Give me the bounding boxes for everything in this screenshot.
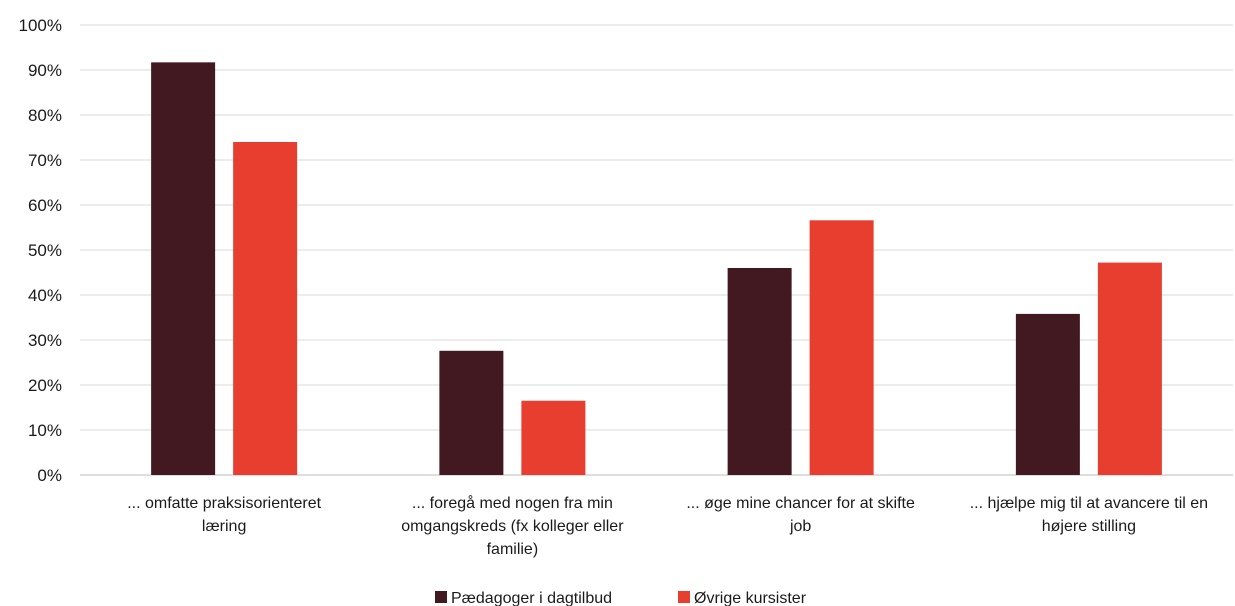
y-tick-label: 40% <box>28 286 62 305</box>
y-tick-label: 10% <box>28 421 62 440</box>
x-category-label: familie) <box>487 541 539 558</box>
x-axis: ... omfatte praksisorienteret læring ... f… <box>127 494 1208 558</box>
bar-ovrige-3 <box>809 220 874 475</box>
x-category-label: ... omfatte praksisorienteret <box>127 495 321 512</box>
y-tick-label: 20% <box>28 376 62 395</box>
bar-ovrige-2 <box>521 400 586 475</box>
x-category-label: ... foregå med nogen fra min <box>412 494 613 512</box>
y-tick-label: 60% <box>28 196 62 215</box>
y-tick-label: 50% <box>28 241 62 260</box>
bar-paedagoger-3 <box>727 268 792 475</box>
bar-ovrige-1 <box>233 142 298 475</box>
y-axis: 0% 10% 20% 30% 40% 50% 60% 70% 80% 90% 100% <box>19 16 62 485</box>
legend-swatch <box>678 591 690 603</box>
x-category-label: job <box>789 518 811 535</box>
bar-ovrige-4 <box>1097 262 1162 475</box>
y-tick-label: 100% <box>19 16 62 35</box>
y-tick-label: 90% <box>28 61 62 80</box>
y-tick-label: 70% <box>28 151 62 170</box>
bar-paedagoger-2 <box>439 350 504 475</box>
y-tick-label: 0% <box>37 466 62 485</box>
y-tick-label: 80% <box>28 106 62 125</box>
x-category-label: omgangskreds (fx kolleger eller <box>401 518 624 535</box>
x-category-label: højere stilling <box>1042 518 1136 535</box>
legend-label: Pædagoger i dagtilbud <box>451 590 612 606</box>
legend-label: Øvrige kursister <box>694 590 807 606</box>
y-tick-label: 30% <box>28 331 62 350</box>
bar-paedagoger-1 <box>151 62 216 475</box>
bars <box>151 62 1162 475</box>
legend: Pædagoger i dagtilbud Øvrige kursister <box>435 590 807 606</box>
legend-swatch <box>435 591 447 603</box>
x-category-label: ... øge mine chancer for at skifte <box>686 495 915 512</box>
bar-paedagoger-4 <box>1015 313 1080 475</box>
x-category-label: ... hjælpe mig til at avancere til en <box>970 495 1208 512</box>
x-category-label: læring <box>202 518 246 535</box>
